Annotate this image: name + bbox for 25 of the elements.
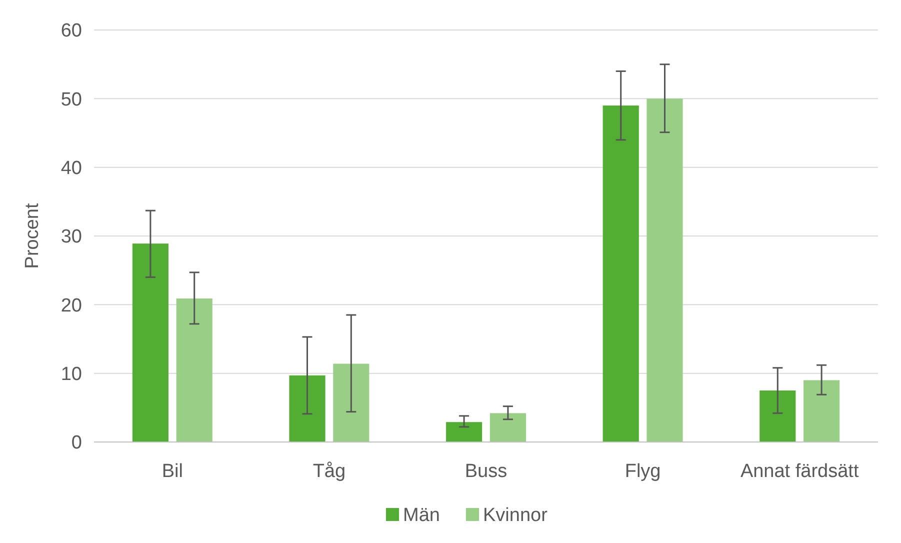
x-tick-label: Tåg	[312, 461, 346, 482]
bar	[176, 298, 212, 442]
y-tick-label: 10	[60, 364, 82, 385]
y-tick-label: 60	[60, 20, 82, 42]
bar	[760, 390, 796, 442]
bar	[646, 98, 683, 442]
bar	[602, 106, 639, 442]
y-tick-label: 20	[60, 295, 82, 316]
y-tick-label: 30	[60, 226, 82, 248]
x-tick-label: Buss	[464, 461, 508, 482]
y-tick-label: 0	[71, 432, 82, 454]
y-tick-label: 40	[60, 158, 82, 179]
bar	[333, 364, 370, 442]
bar	[446, 422, 482, 442]
bar	[132, 244, 168, 442]
x-tick-label: Annat färdsätt	[740, 461, 860, 482]
y-tick-label: 50	[60, 89, 82, 110]
legend-label: Män	[403, 505, 440, 526]
bar	[804, 380, 840, 442]
legend-label: Kvinnor	[483, 505, 548, 526]
bar	[490, 413, 526, 442]
bar	[289, 375, 326, 442]
x-tick-label: Bil	[162, 461, 183, 482]
x-tick-label: Flyg	[624, 461, 661, 482]
y-axis-title: Procent	[22, 202, 43, 269]
